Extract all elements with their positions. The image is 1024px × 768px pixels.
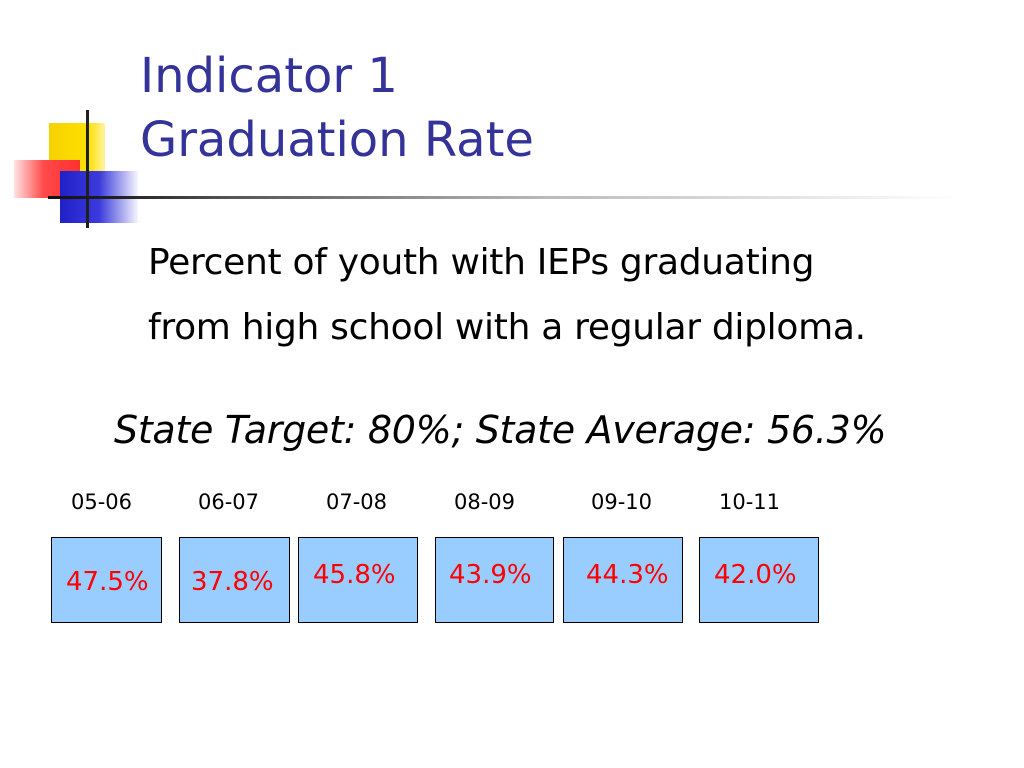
graduation-rate-09-10: 44.3% bbox=[586, 560, 669, 590]
indicator-description-line-2: from high school with a regular diploma. bbox=[148, 307, 866, 348]
slide-title-line-1: Indicator 1 bbox=[140, 48, 398, 104]
rate-box-08-09 bbox=[435, 537, 554, 623]
slide-logo-decoration bbox=[0, 0, 160, 240]
slide-title: Indicator 1 Graduation Rate bbox=[140, 44, 840, 172]
graduation-rate-08-09: 43.9% bbox=[449, 560, 532, 590]
indicator-description-line-1: Percent of youth with IEPs graduating bbox=[148, 242, 815, 283]
rate-box-06-07 bbox=[179, 537, 290, 623]
graduation-rate-07-08: 45.8% bbox=[313, 560, 396, 590]
vertical-rule bbox=[86, 110, 89, 228]
year-label-05-06: 05-06 bbox=[71, 490, 133, 514]
indicator-description: Percent of youth with IEPs graduating fr… bbox=[148, 230, 1008, 360]
rate-box-07-08 bbox=[298, 537, 418, 623]
rate-box-10-11 bbox=[699, 537, 819, 623]
year-label-08-09: 08-09 bbox=[454, 490, 516, 514]
graduation-rate-05-06: 47.5% bbox=[66, 567, 149, 597]
graduation-rate-10-11: 42.0% bbox=[714, 560, 797, 590]
year-label-06-07: 06-07 bbox=[198, 490, 260, 514]
state-target-average: State Target: 80%; State Average: 56.3% bbox=[114, 408, 887, 452]
year-label-07-08: 07-08 bbox=[326, 490, 388, 514]
graduation-rate-06-07: 37.8% bbox=[191, 567, 274, 597]
rate-box-09-10 bbox=[563, 537, 683, 623]
year-label-09-10: 09-10 bbox=[591, 490, 653, 514]
slide-title-line-2: Graduation Rate bbox=[140, 112, 534, 168]
title-underline-rule bbox=[48, 196, 960, 199]
year-label-10-11: 10-11 bbox=[719, 490, 781, 514]
rate-box-05-06 bbox=[51, 537, 162, 623]
